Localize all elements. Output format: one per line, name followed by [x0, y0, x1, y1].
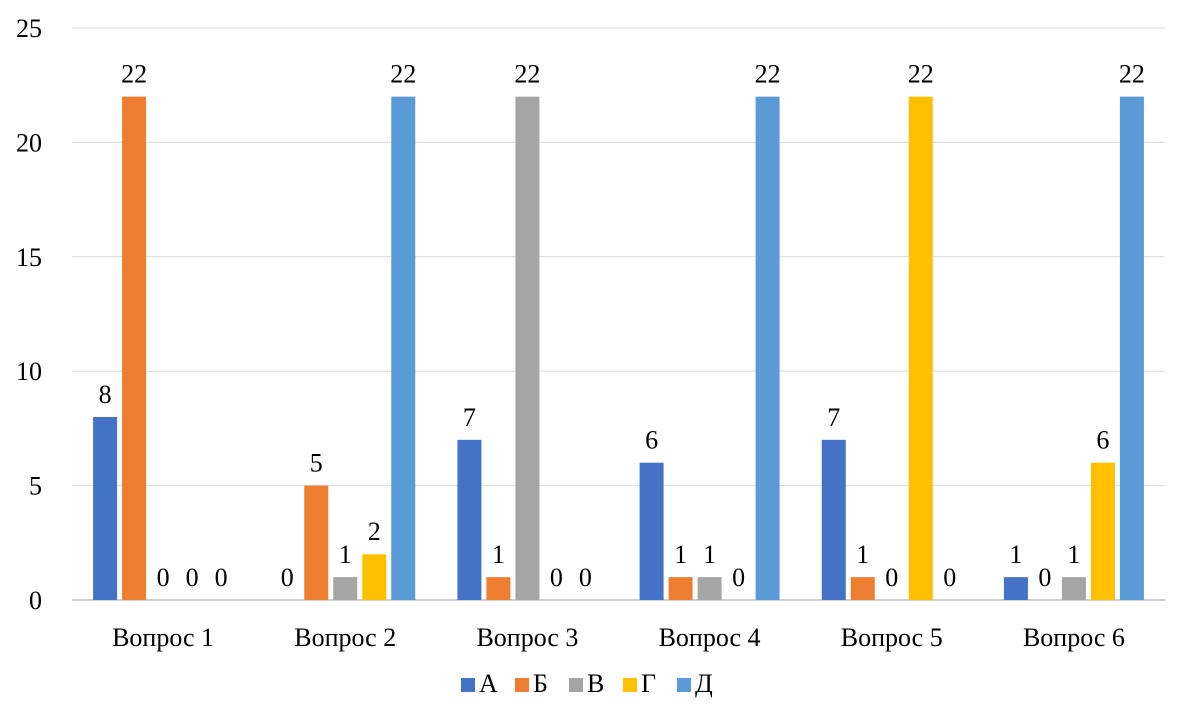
data-label: 1 — [674, 540, 687, 569]
data-label: 8 — [99, 380, 112, 409]
legend-swatch-В — [569, 678, 583, 692]
data-label: 0 — [732, 563, 745, 592]
data-label: 0 — [186, 563, 199, 592]
bar-Г-6 — [1090, 462, 1115, 600]
legend-swatch-Б — [515, 678, 529, 692]
data-label: 0 — [281, 563, 294, 592]
data-label: 22 — [390, 60, 416, 89]
legend: А Б В Г Д — [461, 669, 713, 698]
data-label: 6 — [645, 426, 658, 455]
bar-А-5 — [821, 439, 846, 600]
bar-А-4 — [639, 462, 664, 600]
data-label: 0 — [215, 563, 228, 592]
bar-В-4 — [697, 577, 722, 600]
legend-label: Д — [695, 669, 713, 698]
data-label: 0 — [157, 563, 170, 592]
data-label: 22 — [908, 60, 934, 89]
data-label: 2 — [368, 517, 381, 546]
y-tick-label: 25 — [16, 14, 42, 43]
bar-Д-4 — [755, 96, 780, 600]
bar-В-2 — [333, 577, 358, 600]
legend-label: А — [479, 669, 498, 698]
data-label: 1 — [703, 540, 716, 569]
bar-А-3 — [457, 439, 482, 600]
x-category-label: Вопрос 2 — [294, 623, 396, 652]
legend-swatch-Г — [623, 678, 637, 692]
bar-Д-2 — [391, 96, 416, 600]
data-label: 0 — [550, 563, 563, 592]
data-label: 22 — [1119, 60, 1145, 89]
bar-Б-3 — [486, 577, 511, 600]
x-category-label: Вопрос 1 — [112, 623, 214, 652]
x-axis-categories: Вопрос 1 Вопрос 2 Вопрос 3 Вопрос 4 Вопрос 5… — [112, 623, 1125, 652]
legend-label: Б — [533, 669, 548, 698]
bar-Б-2 — [304, 485, 329, 600]
data-label: 1 — [1009, 540, 1022, 569]
x-category-label: Вопрос 3 — [476, 623, 578, 652]
legend-label: Г — [641, 669, 656, 698]
bar-Б-4 — [668, 577, 693, 600]
data-label: 0 — [885, 563, 898, 592]
data-label: 1 — [339, 540, 352, 569]
data-label: 1 — [492, 540, 505, 569]
x-category-label: Вопрос 5 — [841, 623, 943, 652]
y-tick-label: 15 — [16, 243, 42, 272]
data-label: 0 — [1038, 563, 1051, 592]
data-label: 7 — [827, 403, 840, 432]
gridlines — [72, 27, 1165, 601]
y-tick-label: 5 — [29, 472, 42, 501]
data-label: 22 — [755, 60, 781, 89]
bar-Б-5 — [850, 577, 875, 600]
bar-А-6 — [1003, 577, 1028, 600]
bar-А-1 — [93, 416, 118, 600]
bar-Г-2 — [362, 554, 387, 600]
x-category-label: Вопрос 4 — [659, 623, 761, 652]
x-category-label: Вопрос 6 — [1023, 623, 1125, 652]
bar-Г-5 — [908, 96, 933, 600]
data-label: 0 — [943, 563, 956, 592]
data-label: 0 — [579, 563, 592, 592]
legend-swatch-А — [461, 678, 475, 692]
bars — [93, 96, 1144, 600]
data-label: 22 — [121, 60, 147, 89]
bar-В-3 — [515, 96, 540, 600]
y-tick-label: 20 — [16, 128, 42, 157]
data-label: 7 — [463, 403, 476, 432]
bar-Д-6 — [1119, 96, 1144, 600]
legend-swatch-Д — [677, 678, 691, 692]
bar-В-6 — [1061, 577, 1086, 600]
data-label: 5 — [310, 449, 323, 478]
bar-Б-1 — [122, 96, 147, 600]
data-label: 1 — [1067, 540, 1080, 569]
data-label: 1 — [856, 540, 869, 569]
y-tick-label: 10 — [16, 357, 42, 386]
data-label: 22 — [514, 60, 540, 89]
y-axis-ticks: 0 5 10 15 20 25 — [16, 14, 42, 615]
y-tick-label: 0 — [29, 586, 42, 615]
legend-label: В — [587, 669, 604, 698]
data-label: 6 — [1096, 426, 1109, 455]
